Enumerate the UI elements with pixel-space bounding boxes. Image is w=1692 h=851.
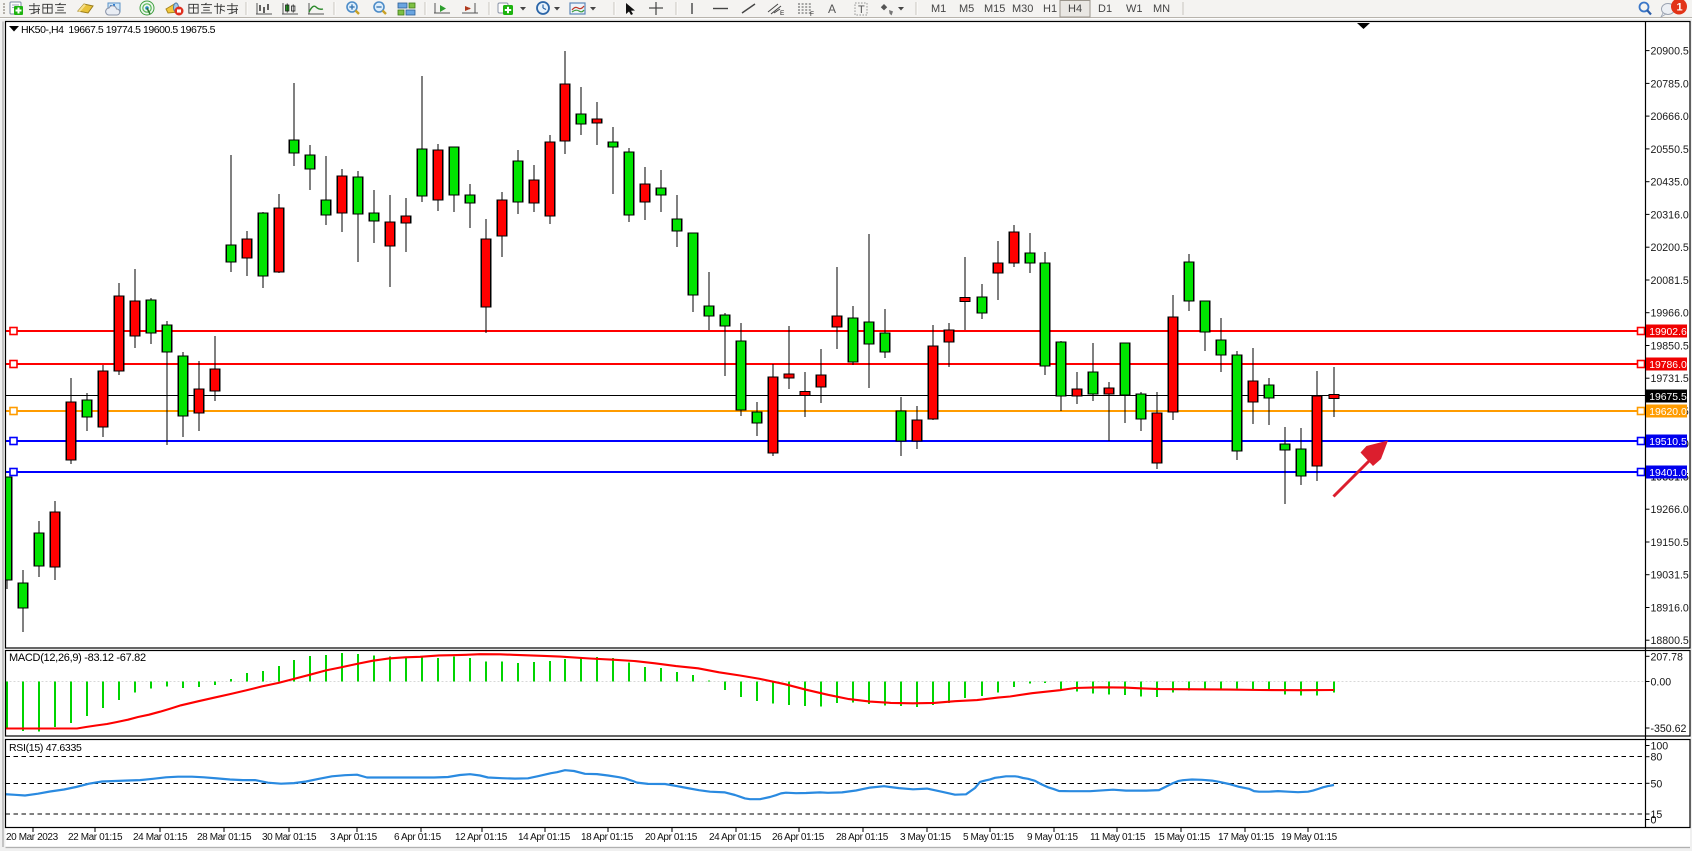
svg-text:19902.6: 19902.6	[1649, 327, 1687, 338]
svg-text:20316.0: 20316.0	[1651, 209, 1689, 221]
svg-text:19850.5: 19850.5	[1651, 341, 1689, 353]
svg-text:19620.0: 19620.0	[1649, 407, 1687, 418]
svg-text:D1: D1	[1098, 3, 1112, 15]
svg-text:100: 100	[1651, 741, 1669, 753]
svg-text:M5: M5	[959, 3, 974, 15]
svg-text:30 Mar 01:15: 30 Mar 01:15	[262, 832, 317, 843]
svg-text:50: 50	[1651, 778, 1663, 790]
svg-text:80: 80	[1651, 752, 1663, 764]
svg-text:6 Apr 01:15: 6 Apr 01:15	[394, 832, 442, 843]
svg-text:3 Apr 01:15: 3 Apr 01:15	[330, 832, 378, 843]
svg-text:18916.0: 18916.0	[1651, 603, 1689, 615]
svg-text:M30: M30	[1012, 3, 1033, 15]
svg-text:20 Mar 2023: 20 Mar 2023	[6, 832, 59, 843]
svg-text:0: 0	[1651, 815, 1657, 827]
svg-text:20200.5: 20200.5	[1651, 242, 1689, 254]
svg-text:19401.0: 19401.0	[1649, 468, 1687, 479]
svg-text:20666.0: 20666.0	[1651, 111, 1689, 123]
svg-text:28 Mar 01:15: 28 Mar 01:15	[197, 832, 252, 843]
svg-text:11 May 01:15: 11 May 01:15	[1090, 832, 1146, 843]
svg-text:20785.0: 20785.0	[1651, 78, 1689, 90]
svg-text:MACD(12,26,9) -83.12 -67.82: MACD(12,26,9) -83.12 -67.82	[9, 652, 146, 664]
svg-text:H1: H1	[1043, 3, 1057, 15]
svg-text:15 May 01:15: 15 May 01:15	[1154, 832, 1211, 843]
svg-text:28 Apr 01:15: 28 Apr 01:15	[836, 832, 889, 843]
svg-text:M15: M15	[984, 3, 1005, 15]
svg-text:3 May 01:15: 3 May 01:15	[900, 832, 951, 843]
svg-text:20900.5: 20900.5	[1651, 46, 1689, 58]
svg-text:19731.5: 19731.5	[1651, 373, 1689, 385]
svg-text:E: E	[780, 10, 785, 17]
svg-text:19510.5: 19510.5	[1649, 437, 1687, 448]
svg-text:14 Apr 01:15: 14 Apr 01:15	[518, 832, 571, 843]
svg-text:1: 1	[1677, 2, 1683, 14]
svg-text:HK50-,H4 19667.5 19774.5 1960: HK50-,H4 19667.5 19774.5 19600.5 19675.5	[21, 24, 216, 36]
svg-text:24 Apr 01:15: 24 Apr 01:15	[709, 832, 762, 843]
svg-text:-350.62: -350.62	[1651, 723, 1687, 735]
svg-text:19150.5: 19150.5	[1651, 537, 1689, 549]
svg-text:24 Mar 01:15: 24 Mar 01:15	[133, 832, 188, 843]
svg-text:9 May 01:15: 9 May 01:15	[1027, 832, 1078, 843]
svg-text:22 Mar 01:15: 22 Mar 01:15	[68, 832, 123, 843]
svg-text:MN: MN	[1153, 3, 1170, 15]
svg-text:A: A	[828, 2, 836, 16]
svg-text:19675.5: 19675.5	[1649, 392, 1687, 403]
svg-text:20550.5: 20550.5	[1651, 144, 1689, 156]
svg-text:H4: H4	[1068, 3, 1082, 15]
svg-text:19786.0: 19786.0	[1649, 360, 1687, 371]
svg-text:18 Apr 01:15: 18 Apr 01:15	[581, 832, 634, 843]
svg-text:W1: W1	[1126, 3, 1143, 15]
svg-text:20435.0: 20435.0	[1651, 177, 1689, 189]
svg-text:0.00: 0.00	[1651, 677, 1672, 689]
svg-text:17 May 01:15: 17 May 01:15	[1218, 832, 1275, 843]
svg-text:M1: M1	[931, 3, 946, 15]
svg-text:18800.5: 18800.5	[1651, 635, 1689, 647]
svg-text:19266.0: 19266.0	[1651, 504, 1689, 516]
svg-text:5 May 01:15: 5 May 01:15	[963, 832, 1014, 843]
svg-text:19966.0: 19966.0	[1651, 308, 1689, 320]
svg-text:26 Apr 01:15: 26 Apr 01:15	[772, 832, 825, 843]
svg-text:207.78: 207.78	[1651, 651, 1684, 663]
svg-text:19 May 01:15: 19 May 01:15	[1281, 832, 1338, 843]
svg-text:19031.5: 19031.5	[1651, 570, 1689, 582]
svg-text:20081.5: 20081.5	[1651, 275, 1689, 287]
svg-text:RSI(15) 47.6335: RSI(15) 47.6335	[9, 742, 82, 754]
svg-text:20 Apr 01:15: 20 Apr 01:15	[645, 832, 698, 843]
svg-text:15: 15	[1651, 809, 1663, 821]
svg-text:12 Apr 01:15: 12 Apr 01:15	[455, 832, 508, 843]
svg-text:F: F	[810, 11, 814, 18]
svg-text:T: T	[858, 4, 865, 16]
